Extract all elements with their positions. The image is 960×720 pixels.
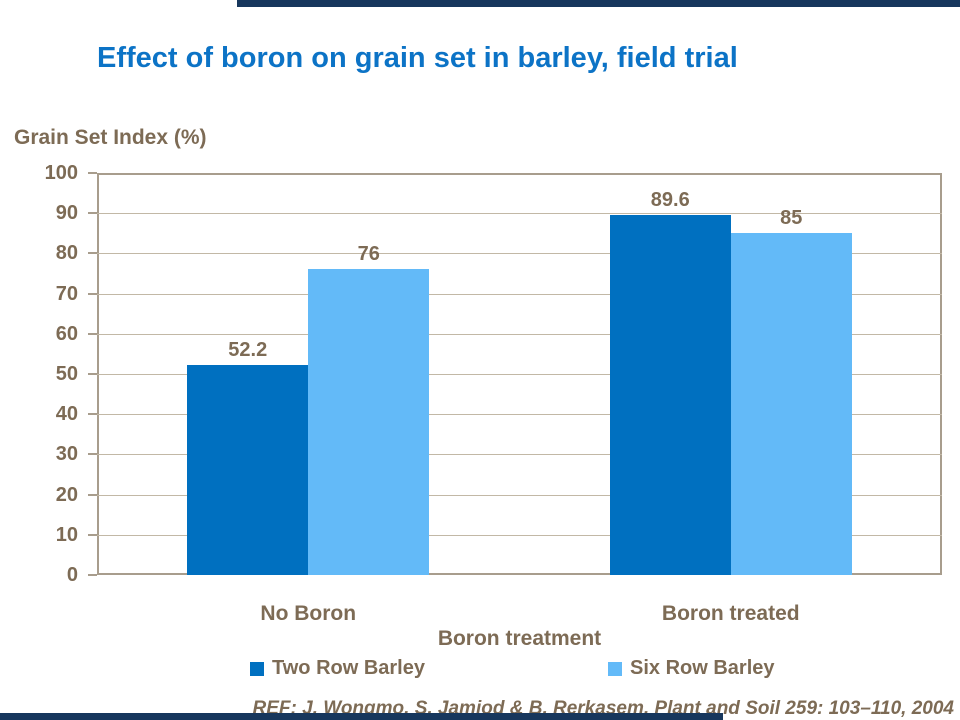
y-tick-label: 20 xyxy=(55,483,78,506)
gridline xyxy=(97,494,942,496)
legend-swatch-icon xyxy=(250,661,264,676)
gridline xyxy=(97,213,942,215)
gridline xyxy=(97,333,942,335)
y-tick-label: 50 xyxy=(55,363,78,385)
bar-two-row-barley xyxy=(187,365,309,575)
gridline xyxy=(97,253,942,255)
y-tick-label: 100 xyxy=(44,162,78,184)
y-tick-label: 30 xyxy=(55,443,78,466)
gridline xyxy=(97,414,942,416)
bar-value-label: 89.6 xyxy=(650,188,690,211)
y-tick-label: 90 xyxy=(55,202,78,225)
bar-value-label: 52.2 xyxy=(228,339,268,362)
bar-value-label: 85 xyxy=(780,207,803,230)
legend-item-six-row-barley: Six Row Barley xyxy=(608,657,775,680)
y-tick-label: 0 xyxy=(66,564,78,586)
y-tick-mark xyxy=(88,292,97,295)
legend-swatch-icon xyxy=(608,661,622,676)
y-tick-mark xyxy=(88,533,97,536)
bar-two-row-barley xyxy=(609,214,731,575)
y-tick-label: 40 xyxy=(55,403,78,426)
legend-label: Six Row Barley xyxy=(630,657,775,679)
y-tick-label: 70 xyxy=(55,282,78,305)
y-tick-mark xyxy=(88,373,97,375)
y-tick-label: 10 xyxy=(55,523,78,546)
x-category-label: No Boron xyxy=(260,602,357,625)
y-axis-title: Grain Set Index (%) xyxy=(14,126,207,149)
legend-label: Two Row Barley xyxy=(272,657,425,679)
y-tick-mark xyxy=(88,493,97,496)
y-tick-label: 60 xyxy=(55,322,78,345)
y-tick-label: 80 xyxy=(55,242,78,265)
y-tick-mark xyxy=(88,332,97,335)
bar-value-label: 76 xyxy=(357,243,380,266)
gridline xyxy=(97,293,942,295)
bar-six-row-barley xyxy=(730,233,852,575)
y-tick-mark xyxy=(88,413,97,416)
x-category-label: Boron treated xyxy=(661,602,800,625)
legend-item-two-row-barley: Two Row Barley xyxy=(250,657,425,680)
y-tick-mark xyxy=(88,574,97,576)
gridline xyxy=(97,534,942,536)
y-tick-mark xyxy=(88,172,97,174)
gridline xyxy=(97,454,942,456)
y-tick-mark xyxy=(88,453,97,456)
bar-six-row-barley xyxy=(308,269,430,575)
gridline xyxy=(97,374,942,375)
top-accent-bar xyxy=(237,0,960,7)
y-tick-mark xyxy=(88,252,97,255)
x-axis-title: Boron treatment xyxy=(437,627,602,650)
y-tick-mark xyxy=(88,212,97,215)
chart-title: Effect of boron on grain set in barley, … xyxy=(97,42,738,74)
bottom-accent-bar xyxy=(0,713,723,720)
